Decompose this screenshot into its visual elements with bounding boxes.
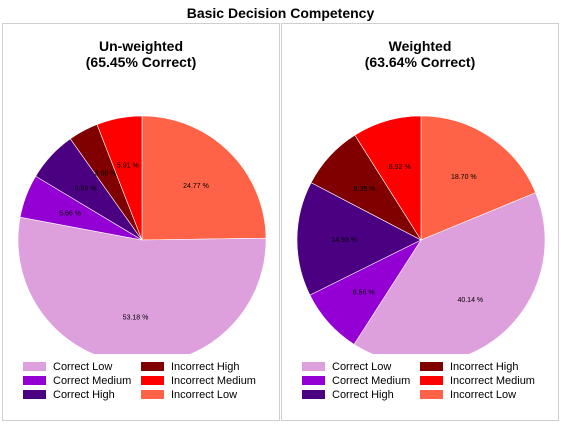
legend-label: Correct Medium — [332, 375, 411, 387]
slice-label-correct-high: 6.59 % — [75, 186, 97, 193]
legend-swatch — [420, 362, 443, 371]
legend-label: Incorrect High — [171, 361, 240, 373]
legend-label: Incorrect Medium — [171, 375, 256, 387]
pie-slice-incorrect-medium — [354, 115, 422, 242]
pie-slice-correct-low — [353, 192, 546, 354]
slice-label-incorrect-low: 18.70 % — [451, 174, 477, 181]
unweighted-title: Un-weighted — [99, 38, 183, 54]
legend-label: Correct High — [332, 389, 394, 401]
legend-swatch — [141, 390, 164, 399]
legend-label: Correct High — [53, 389, 115, 401]
legend-swatch — [420, 390, 443, 399]
pie-slice-incorrect-medium — [96, 115, 143, 241]
pie-slice-correct-high — [296, 182, 422, 296]
legend-label: Incorrect Low — [450, 389, 517, 401]
legend-label: Incorrect Medium — [450, 375, 535, 387]
legend-swatch — [23, 390, 46, 399]
legend-swatch — [23, 362, 46, 371]
weighted-panel: Weighted (63.64% Correct) 18.70 % 40.14 %… — [281, 23, 559, 421]
legend-label: Incorrect Low — [171, 389, 238, 401]
legend-swatch — [141, 362, 164, 371]
weighted-title: Weighted — [388, 38, 452, 54]
legend-label: Correct Low — [53, 361, 113, 373]
pie-slice-incorrect-low — [141, 115, 267, 241]
legend-label: Incorrect High — [450, 361, 519, 373]
slice-label-incorrect-medium: 5.91 % — [117, 162, 139, 169]
unweighted-subtitle: (65.45% Correct) — [85, 54, 197, 70]
legend-label: Correct Low — [332, 361, 392, 373]
pie-slice-incorrect-low — [420, 115, 537, 241]
weighted-pie-chart: 18.70 % 40.14 % 8.56 % 14.93 % 8.35 % 8.92 % — [296, 115, 546, 354]
legend-swatch — [23, 376, 46, 385]
pie-slice-correct-low — [17, 216, 267, 354]
slice-label-correct-medium: 5.66 % — [59, 211, 81, 218]
legend-swatch — [302, 376, 325, 385]
legend-label: Correct Medium — [53, 375, 132, 387]
slice-label-correct-low: 53.18 % — [123, 315, 149, 322]
slice-label-correct-medium: 8.56 % — [353, 289, 375, 296]
chart-title: Basic Decision Competency — [186, 5, 375, 21]
unweighted-pie-chart: 24.77 % 53.18 % 5.66 % 6.59 % 3.90 %5.91 % — [17, 115, 267, 354]
slice-label-incorrect-high: 3.90 % — [95, 170, 117, 177]
weighted-subtitle: (63.64% Correct) — [364, 54, 476, 70]
slice-label-incorrect-high: 8.35 % — [354, 186, 376, 193]
legend-swatch — [302, 390, 325, 399]
slice-label-correct-high: 14.93 % — [331, 237, 357, 244]
slice-label-incorrect-low: 24.77 % — [183, 183, 209, 190]
slice-label-correct-low: 40.14 % — [457, 297, 483, 304]
unweighted-panel: Un-weighted (65.45% Correct) 24.77 % 53.1… — [2, 23, 280, 421]
legend-swatch — [141, 376, 164, 385]
slice-label-incorrect-medium: 8.92 % — [389, 164, 411, 171]
legend-swatch — [420, 376, 443, 385]
legend-swatch — [302, 362, 325, 371]
